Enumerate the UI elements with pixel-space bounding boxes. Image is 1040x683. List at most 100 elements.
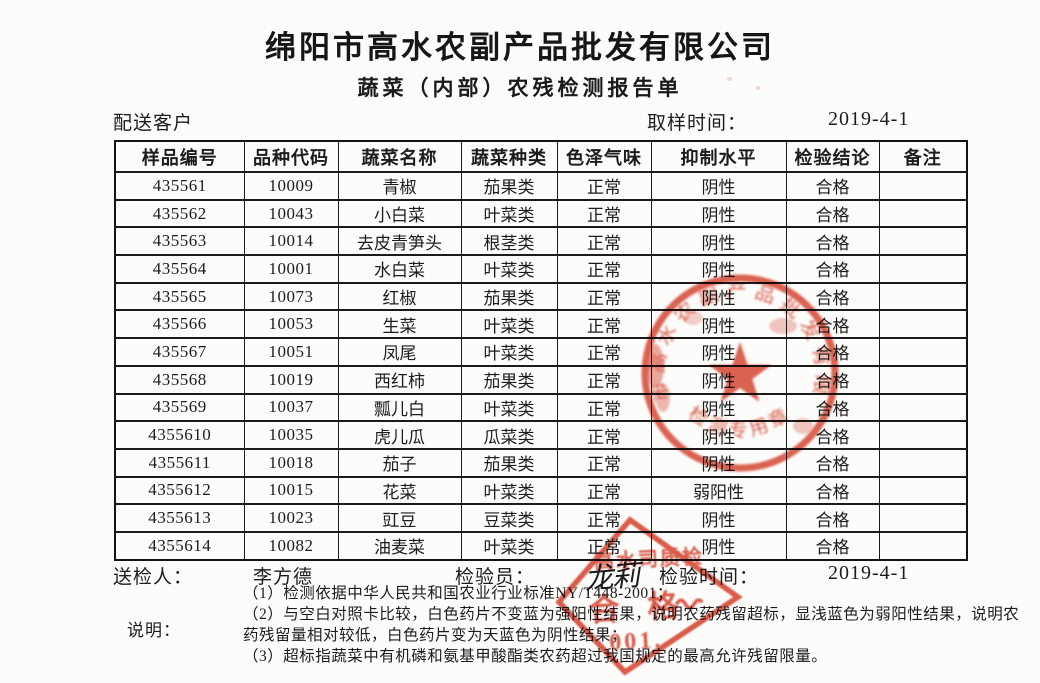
cell: 根茎类 — [460, 226, 558, 256]
cell: 435563 — [114, 226, 245, 256]
cell: 青椒 — [337, 171, 462, 201]
cell — [878, 503, 968, 533]
cell: 合格 — [785, 475, 880, 505]
cell: 正常 — [556, 254, 652, 284]
cell: 弱阳性 — [650, 475, 787, 505]
notes-label: 说明： — [127, 621, 181, 640]
table-row: 4355613 10023 豇豆 豆菜类 正常 阴性 合格 — [114, 503, 968, 533]
cell: 435565 — [114, 281, 245, 311]
table-row: 435561 10009 青椒 茄果类 正常 阴性 合格 — [114, 171, 968, 201]
note-line: （3）超标指蔬菜中有机磷和氨基甲酸酯类农药超过我国规定的最高允许残留限量。 — [243, 648, 828, 665]
table-row: 435568 10019 西红柿 茄果类 正常 阴性 合格 — [114, 364, 968, 394]
scan-speck — [727, 77, 732, 81]
cell: 435564 — [114, 254, 245, 284]
cell — [878, 309, 968, 339]
cell: 正常 — [556, 226, 652, 256]
cell: 4355612 — [114, 475, 245, 505]
table-row: 435565 10073 红椒 茄果类 正常 阴性 合格 — [114, 281, 968, 311]
column-header: 蔬菜名称 — [337, 140, 462, 173]
cell: 虎儿瓜 — [337, 420, 462, 450]
cell: 10037 — [243, 392, 339, 422]
cell: 阴性 — [650, 530, 787, 561]
cell: 叶菜类 — [460, 309, 558, 339]
cell: 10043 — [243, 198, 339, 228]
cell: 4355613 — [114, 503, 245, 533]
cell: 10053 — [243, 309, 339, 339]
cell: 正常 — [556, 503, 652, 533]
cell: 叶菜类 — [460, 254, 558, 284]
cell: 瓢儿白 — [337, 392, 462, 422]
scan-speck — [756, 86, 760, 90]
report-subtitle: 蔬菜（内部）农残检测报告单 — [357, 76, 683, 100]
table-row: 435564 10001 水白菜 叶菜类 正常 阴性 合格 — [114, 254, 968, 284]
cell: 阴性 — [650, 364, 787, 394]
cell: 花菜 — [337, 475, 462, 505]
cell: 阴性 — [650, 447, 787, 478]
table-row: 4355610 10035 虎儿瓜 瓜菜类 正常 阴性 合格 — [114, 420, 968, 450]
cell: 阴性 — [650, 392, 787, 422]
table-row: 435566 10053 生菜 叶菜类 正常 阴性 合格 — [114, 309, 968, 339]
cell: 茄果类 — [460, 447, 558, 478]
cell: 豇豆 — [337, 503, 462, 533]
inspector-label: 检验员： — [455, 567, 536, 588]
cell: 10051 — [243, 337, 339, 367]
cell: 10035 — [243, 420, 339, 450]
cell: 茄果类 — [460, 171, 558, 201]
cell: 435562 — [114, 198, 245, 228]
cell: 阴性 — [650, 281, 787, 311]
cell: 4355614 — [114, 530, 245, 561]
column-header: 品种代码 — [243, 140, 339, 173]
inspection-time-value: 2019-4-1 — [828, 562, 910, 584]
cell: 叶菜类 — [460, 337, 558, 367]
table-row: 435569 10037 瓢儿白 叶菜类 正常 阴性 合格 — [114, 392, 968, 422]
cell — [878, 254, 968, 284]
inspection-results-table: 样品编号 品种代码 蔬菜名称 蔬菜种类 色泽气味 抑制水平 检验结论 备注 435561 100… — [114, 140, 968, 561]
cell: 合格 — [785, 281, 880, 311]
cell: 茄子 — [337, 447, 462, 478]
cell: 阴性 — [650, 198, 787, 228]
column-header: 检验结论 — [785, 140, 880, 173]
column-header: 样品编号 — [114, 140, 245, 173]
cell — [878, 198, 968, 228]
table-row: 435562 10043 小白菜 叶菜类 正常 阴性 合格 — [114, 198, 968, 228]
cell: 正常 — [556, 309, 652, 339]
cell — [878, 530, 968, 561]
cell: 435566 — [114, 309, 245, 339]
column-header: 蔬菜种类 — [460, 140, 558, 173]
cell: 叶菜类 — [460, 530, 558, 561]
cell: 水白菜 — [337, 254, 462, 284]
cell: 正常 — [556, 475, 652, 505]
cell: 10023 — [243, 503, 339, 533]
cell: 阴性 — [650, 420, 787, 450]
note-line: （1）检测依据中华人民共和国农业行业标准NY/T448-2001； — [243, 585, 673, 602]
cell: 正常 — [556, 337, 652, 367]
cell: 油麦菜 — [337, 530, 462, 561]
sampling-time-label: 取样时间： — [647, 113, 748, 134]
cell: 正常 — [556, 198, 652, 228]
cell: 合格 — [785, 171, 880, 201]
cell: 合格 — [785, 420, 880, 450]
cell: 合格 — [785, 530, 880, 561]
cell: 10001 — [243, 254, 339, 284]
cell: 正常 — [556, 281, 652, 311]
company-title: 绵阳市高水农副产品批发有限公司 — [265, 30, 775, 65]
table-row: 4355612 10015 花菜 叶菜类 正常 弱阳性 合格 — [114, 475, 968, 505]
cell: 合格 — [785, 309, 880, 339]
cell: 合格 — [785, 198, 880, 228]
cell — [878, 475, 968, 505]
table-header-row: 样品编号 品种代码 蔬菜名称 蔬菜种类 色泽气味 抑制水平 检验结论 备注 — [114, 140, 968, 173]
cell — [878, 364, 968, 394]
cell: 西红柿 — [337, 364, 462, 394]
cell: 正常 — [556, 171, 652, 201]
cell: 正常 — [556, 420, 652, 450]
cell: 10019 — [243, 364, 339, 394]
cell: 阴性 — [650, 254, 787, 284]
cell: 去皮青笋头 — [337, 226, 462, 256]
cell: 正常 — [556, 392, 652, 422]
notes-block: （1）检测依据中华人民共和国农业行业标准NY/T448-2001； （2）与空白对… — [243, 583, 1033, 667]
cell: 阴性 — [650, 226, 787, 256]
cell: 合格 — [785, 503, 880, 533]
cell — [878, 337, 968, 367]
table-row: 435567 10051 凤尾 叶菜类 正常 阴性 合格 — [114, 337, 968, 367]
